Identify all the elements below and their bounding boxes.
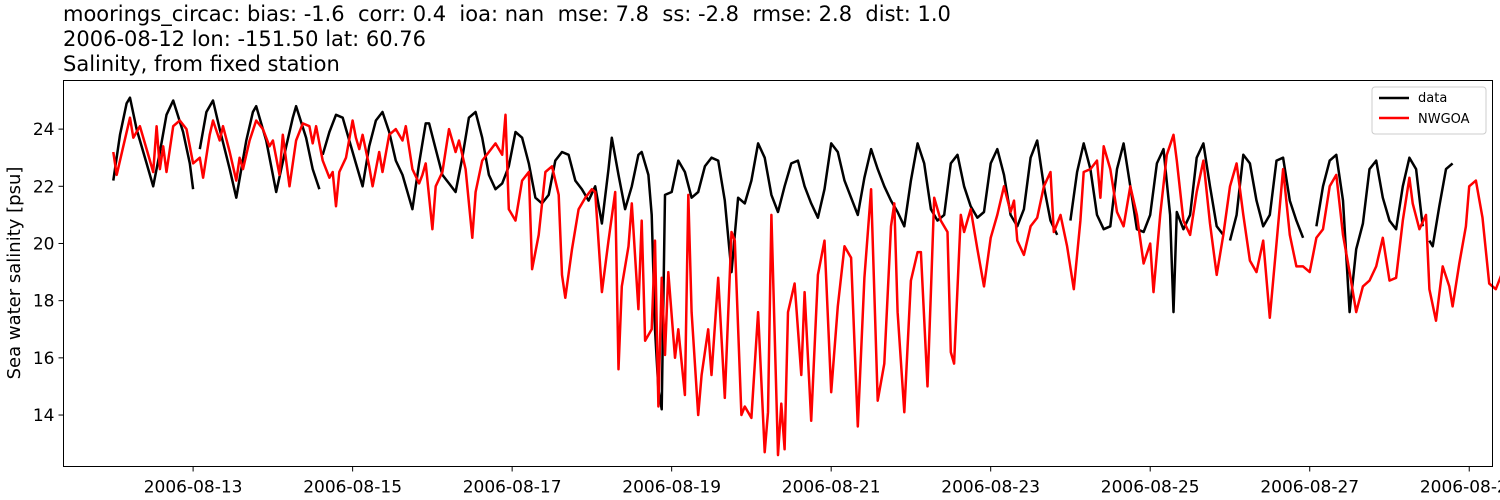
y-axis-label: Sea water salinity [psu] bbox=[4, 167, 25, 380]
x-tick-label: 2006-08-15 bbox=[303, 478, 402, 498]
chart-title: moorings_circac: bias: -1.6 corr: 0.4 io… bbox=[63, 2, 951, 77]
x-tick-label: 2006-08-21 bbox=[782, 478, 881, 498]
y-tick-label: 24 bbox=[33, 120, 55, 140]
x-tick-label: 2006-08-13 bbox=[144, 478, 243, 498]
y-tick-label: 16 bbox=[33, 349, 55, 369]
y-tick-label: 14 bbox=[33, 406, 55, 426]
series-line-nwgoa bbox=[112, 113, 1500, 457]
series-line-data bbox=[112, 96, 1454, 411]
legend-label-nwgoa: NWGOA bbox=[1418, 112, 1470, 127]
x-tick-label: 2006-08-27 bbox=[1260, 478, 1359, 498]
x-tick-label: 2006-08-25 bbox=[1101, 478, 1200, 498]
y-tick-label: 20 bbox=[33, 234, 55, 254]
y-tick-label: 18 bbox=[33, 292, 55, 312]
y-axis: 14 16 18 20 22 24 bbox=[33, 120, 64, 426]
x-tick-label: 2006-08-23 bbox=[941, 478, 1040, 498]
x-tick-label: 2006-08-17 bbox=[463, 478, 562, 498]
x-tick-label: 2006-08-19 bbox=[622, 478, 721, 498]
title-line-2: 2006-08-12 lon: -151.50 lat: 60.76 bbox=[63, 27, 426, 51]
title-line-1: moorings_circac: bias: -1.6 corr: 0.4 io… bbox=[63, 2, 951, 26]
x-tick-label: 2006-08-29 bbox=[1420, 478, 1500, 498]
plot-frame bbox=[63, 80, 1493, 467]
y-tick-label: 22 bbox=[33, 177, 55, 197]
title-line-3: Salinity, from fixed station bbox=[63, 52, 340, 76]
legend: data NWGOA bbox=[1371, 86, 1487, 135]
x-axis: 2006-08-13 2006-08-15 2006-08-17 2006-08-19… bbox=[144, 466, 1500, 498]
legend-label-data: data bbox=[1418, 91, 1447, 106]
series-lines bbox=[112, 96, 1500, 457]
